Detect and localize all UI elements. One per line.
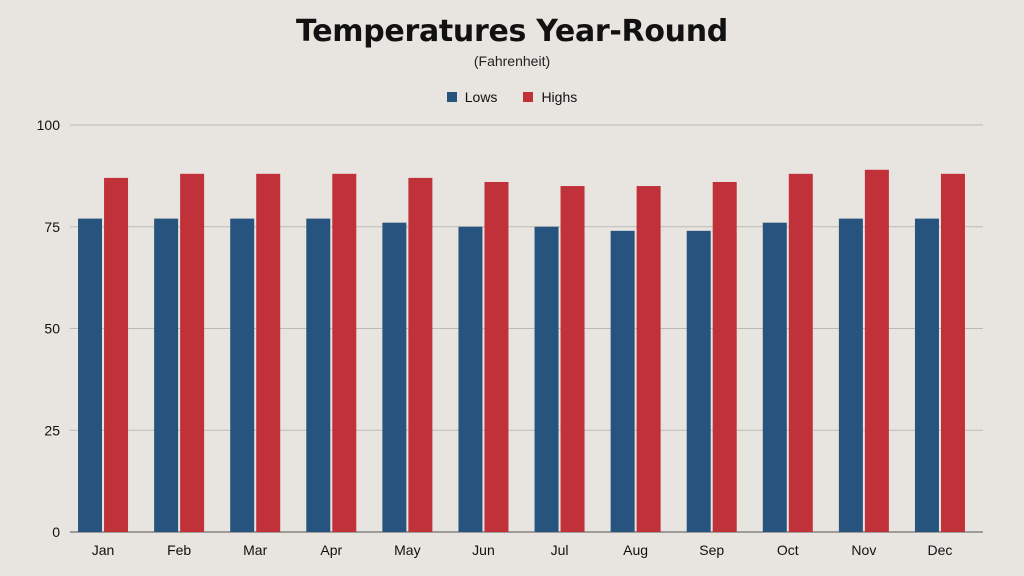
bar-lows-oct xyxy=(762,222,787,532)
chart-legend: Lows Highs xyxy=(0,89,1024,105)
bar-highs-oct xyxy=(788,173,813,532)
bar-highs-nov xyxy=(864,169,889,532)
bar-highs-jul xyxy=(560,186,585,533)
x-tick-label: Feb xyxy=(167,542,191,558)
bar-lows-jun xyxy=(458,226,483,532)
bar-highs-aug xyxy=(636,186,661,533)
legend-label-highs: Highs xyxy=(541,89,578,105)
x-tick-label: Nov xyxy=(851,542,876,558)
legend-swatch-highs xyxy=(523,92,534,102)
y-tick-label: 0 xyxy=(52,524,60,540)
y-tick-label: 75 xyxy=(44,219,60,235)
x-tick-label: Oct xyxy=(777,542,799,558)
x-tick-label: Mar xyxy=(243,542,267,558)
legend-swatch-lows xyxy=(446,92,457,102)
chart-title: Temperatures Year-Round xyxy=(296,14,728,49)
bar-highs-apr xyxy=(332,173,357,532)
bar-highs-sep xyxy=(712,181,737,533)
bar-lows-may xyxy=(382,222,407,532)
y-tick-label: 50 xyxy=(44,321,60,337)
x-tick-label: Aug xyxy=(623,542,648,558)
bar-lows-jan xyxy=(78,218,103,533)
x-tick-label: Dec xyxy=(928,542,953,558)
bar-lows-mar xyxy=(230,218,255,533)
chart-subtitle: (Fahrenheit) xyxy=(473,53,551,69)
legend-label-lows: Lows xyxy=(464,89,498,105)
bar-highs-mar xyxy=(256,173,281,532)
bar-lows-dec xyxy=(914,218,939,533)
y-tick-label: 100 xyxy=(37,117,61,133)
x-tick-label: Jul xyxy=(551,542,569,558)
bar-lows-nov xyxy=(838,218,863,533)
x-tick-label: Sep xyxy=(699,542,724,558)
x-tick-label: May xyxy=(394,542,420,558)
bar-lows-feb xyxy=(154,218,179,533)
x-tick-label: Jan xyxy=(92,542,115,558)
bar-lows-aug xyxy=(610,230,635,532)
bar-lows-sep xyxy=(686,230,711,532)
bar-highs-feb xyxy=(180,173,205,532)
legend-item-highs: Highs xyxy=(523,89,577,105)
bar-lows-jul xyxy=(534,226,559,532)
bar-highs-jan xyxy=(104,177,129,532)
x-tick-label: Apr xyxy=(320,542,342,558)
bar-highs-may xyxy=(408,177,433,532)
y-tick-label: 25 xyxy=(44,422,60,438)
legend-item-lows: Lows xyxy=(446,89,498,105)
bar-lows-apr xyxy=(306,218,331,533)
bar-highs-dec xyxy=(940,173,965,532)
x-tick-label: Jun xyxy=(472,542,495,558)
bar-highs-jun xyxy=(484,181,509,533)
